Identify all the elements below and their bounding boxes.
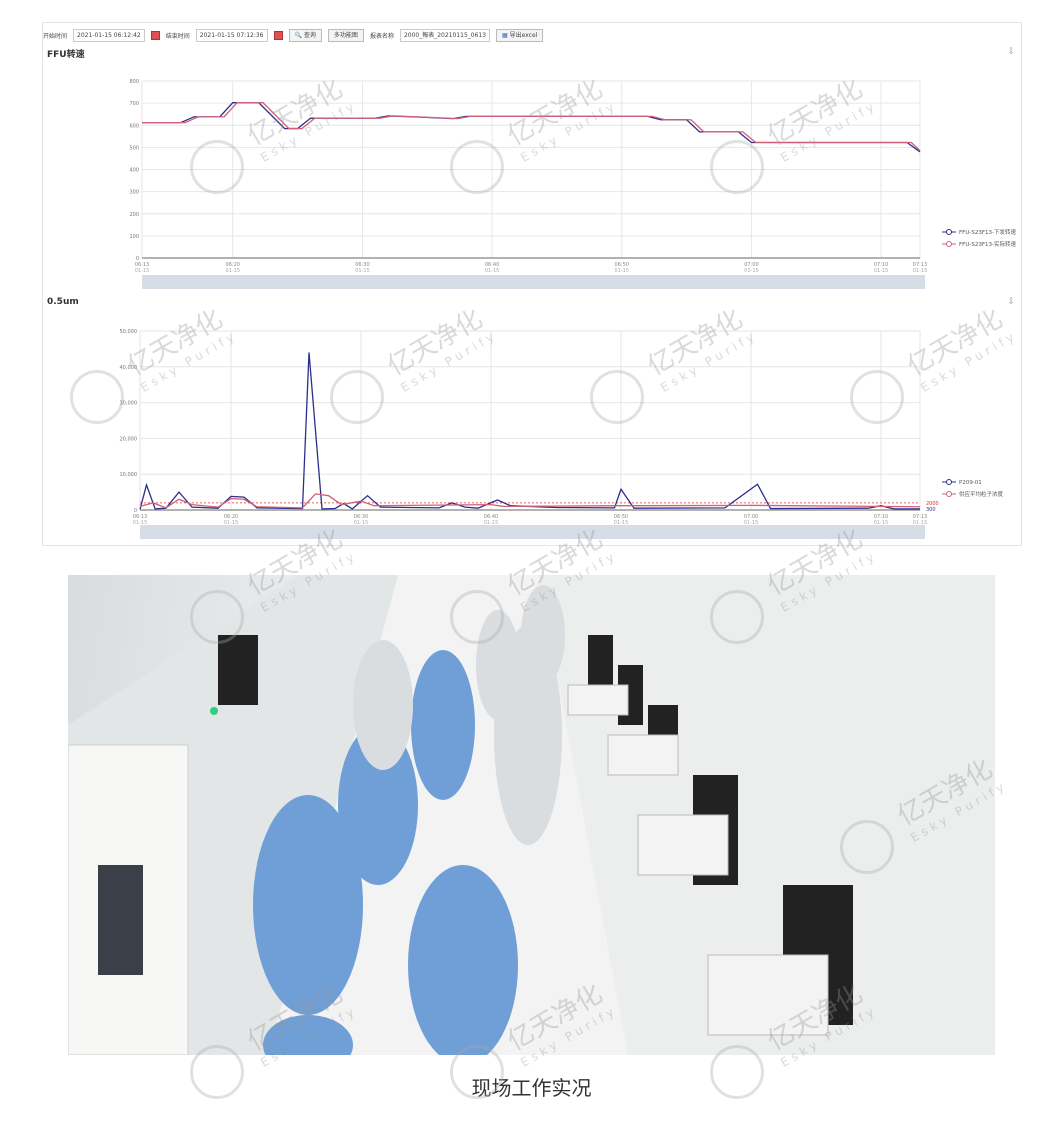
y-tick-label: 300 bbox=[129, 190, 139, 196]
legend-marker bbox=[946, 479, 952, 485]
x-tick-date: 01-15 bbox=[135, 268, 150, 274]
charts-svg: 010020030040050060070080006:1301-1506:20… bbox=[120, 79, 1016, 539]
export-label: 导出excel bbox=[509, 31, 538, 39]
y-tick-label: 700 bbox=[129, 101, 139, 107]
plot-area bbox=[139, 330, 921, 511]
y-tick-label: 0 bbox=[134, 508, 137, 514]
x-tick-date: 01-15 bbox=[744, 520, 759, 526]
excel-icon: ▦ bbox=[502, 31, 508, 39]
x-tick-label: 06:20 bbox=[226, 262, 240, 268]
x-tick-label: 06:40 bbox=[485, 262, 499, 268]
end-time-label: 结束时间 bbox=[165, 32, 190, 40]
x-tick-label: 07:10 bbox=[874, 514, 888, 520]
chart-title: FFU转速 bbox=[47, 50, 85, 60]
series-line bbox=[139, 352, 920, 510]
calendar-icon[interactable] bbox=[273, 30, 283, 40]
range-scrollbar[interactable] bbox=[140, 525, 925, 539]
series-line bbox=[139, 493, 921, 509]
y-tick-label: 40,000 bbox=[120, 365, 138, 371]
threshold-label: 2000 bbox=[926, 501, 939, 507]
range-scrollbar[interactable] bbox=[142, 275, 925, 289]
legend-label: FFU-S23F13-下发转速 bbox=[959, 228, 1016, 236]
x-tick-date: 01-15 bbox=[224, 520, 239, 526]
x-tick-date: 01-15 bbox=[615, 268, 630, 274]
report-name-input[interactable]: 2000_報表_20210115_0613 bbox=[399, 28, 491, 42]
x-tick-label: 06:40 bbox=[484, 514, 498, 520]
x-tick-label: 07:13 bbox=[913, 262, 927, 268]
x-tick-label: 07:00 bbox=[744, 262, 758, 268]
x-tick-label: 06:13 bbox=[133, 514, 147, 520]
y-tick-label: 800 bbox=[129, 79, 139, 85]
download-icon[interactable]: ⇩ bbox=[1007, 297, 1015, 307]
x-tick-label: 06:30 bbox=[354, 514, 368, 520]
x-tick-date: 01-15 bbox=[485, 268, 500, 274]
x-tick-label: 06:13 bbox=[135, 262, 149, 268]
x-tick-date: 01-15 bbox=[354, 520, 369, 526]
cleanroom-photo bbox=[68, 575, 995, 1055]
query-button[interactable]: 🔍 查询 bbox=[288, 28, 322, 42]
x-tick-date: 01-15 bbox=[226, 268, 241, 274]
photo-caption: 现场工作实况 bbox=[471, 1076, 592, 1100]
y-tick-label: 100 bbox=[129, 234, 139, 240]
start-time-input[interactable]: 2021-01-15 06:12:42 bbox=[73, 28, 145, 42]
y-tick-label: 400 bbox=[129, 168, 139, 174]
search-icon: 🔍 bbox=[294, 31, 302, 39]
legend-label: P209-01 bbox=[959, 480, 982, 486]
x-tick-label: 07:13 bbox=[913, 514, 927, 520]
x-tick-label: 06:50 bbox=[615, 262, 629, 268]
x-tick-label: 06:50 bbox=[614, 514, 628, 520]
end-time-input[interactable]: 2021-01-15 07:12:36 bbox=[195, 28, 268, 42]
x-tick-date: 01-15 bbox=[913, 268, 928, 274]
baseline-label: 300 bbox=[926, 507, 936, 513]
legend-marker bbox=[946, 241, 952, 247]
legend-marker bbox=[946, 491, 952, 497]
report-name-label: 报表名称 bbox=[369, 32, 394, 40]
x-tick-date: 01-15 bbox=[355, 268, 370, 274]
y-tick-label: 0 bbox=[136, 256, 139, 262]
legend-label: FFU-S23F13-实际转速 bbox=[959, 240, 1016, 248]
y-tick-label: 200 bbox=[129, 212, 139, 218]
x-tick-date: 01-15 bbox=[874, 520, 889, 526]
y-tick-label: 10,000 bbox=[120, 472, 138, 478]
x-tick-label: 06:30 bbox=[355, 262, 369, 268]
x-tick-label: 06:20 bbox=[224, 514, 238, 520]
y-tick-label: 600 bbox=[129, 123, 139, 129]
legend-label: 供应平均粒子浓度 bbox=[959, 490, 1004, 498]
x-tick-date: 01-15 bbox=[614, 520, 629, 526]
series-line bbox=[142, 102, 921, 152]
x-tick-label: 07:10 bbox=[874, 262, 888, 268]
export-excel-button[interactable]: ▦ 导出excel bbox=[496, 28, 544, 42]
y-tick-label: 50,000 bbox=[120, 329, 138, 335]
legend-marker bbox=[946, 229, 952, 235]
start-time-label: 开始时间 bbox=[43, 32, 68, 40]
x-tick-date: 01-15 bbox=[913, 520, 928, 526]
x-tick-date: 01-15 bbox=[133, 520, 148, 526]
download-icon[interactable]: ⇩ bbox=[1007, 47, 1015, 57]
x-tick-label: 07:00 bbox=[744, 514, 758, 520]
multi-chart-button[interactable]: 多功能图 bbox=[327, 28, 364, 42]
chart-title: 0.5um bbox=[47, 297, 79, 307]
photo-illustration bbox=[68, 575, 995, 1055]
x-tick-date: 01-15 bbox=[744, 268, 759, 274]
calendar-icon[interactable] bbox=[150, 30, 160, 40]
x-tick-date: 01-15 bbox=[874, 268, 889, 274]
y-tick-label: 20,000 bbox=[120, 436, 138, 442]
query-label: 查询 bbox=[303, 31, 316, 39]
x-tick-date: 01-15 bbox=[484, 520, 499, 526]
toolbar: 开始时间 2021-01-15 06:12:42 结束时间 2021-01-15… bbox=[43, 27, 544, 43]
y-tick-label: 500 bbox=[129, 145, 139, 151]
y-tick-label: 30,000 bbox=[120, 401, 138, 407]
